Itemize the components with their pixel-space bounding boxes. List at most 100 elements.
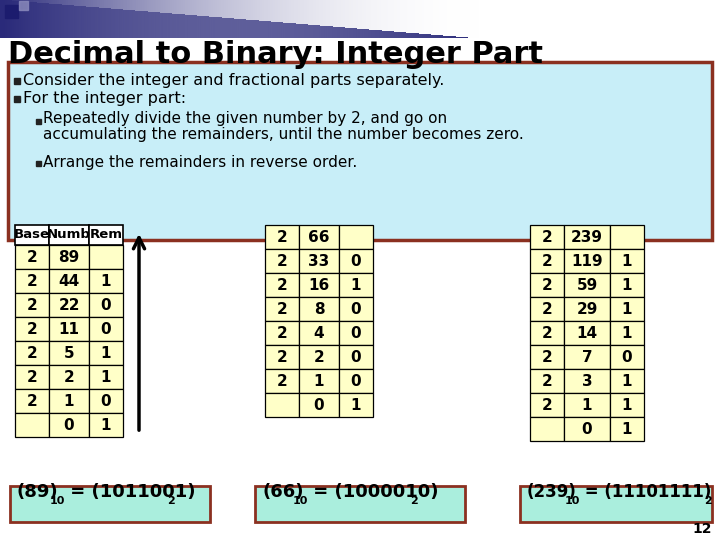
Bar (530, 345, 564, 369)
Bar (564, 297, 610, 321)
Bar (339, 369, 373, 393)
Text: 1: 1 (101, 346, 112, 361)
Bar (564, 273, 610, 297)
Bar (222, 17, 720, 18)
Bar (0, 20, 258, 21)
Text: Base: Base (14, 228, 50, 241)
Bar (89, 317, 123, 341)
Bar (564, 345, 610, 369)
Text: 2: 2 (27, 298, 37, 313)
Text: 2: 2 (276, 326, 287, 341)
Bar (15, 317, 49, 341)
Bar (15, 245, 49, 269)
Text: 1: 1 (314, 374, 324, 388)
Bar (0, 13, 172, 14)
Text: Repeatedly divide the given number by 2, and go on: Repeatedly divide the given number by 2,… (43, 111, 447, 126)
Text: (89): (89) (17, 483, 58, 501)
Bar (0, 9, 123, 10)
Bar (49, 317, 89, 341)
Text: 0: 0 (621, 349, 632, 364)
Bar (89, 245, 123, 269)
Bar (15, 389, 49, 413)
Bar (339, 273, 373, 297)
Text: 2: 2 (167, 496, 175, 506)
Text: accumulating the remainders, until the number becomes zero.: accumulating the remainders, until the n… (43, 127, 523, 143)
Text: 2: 2 (276, 278, 287, 293)
Text: 0: 0 (101, 298, 112, 313)
Text: 1: 1 (101, 273, 112, 288)
Text: 2: 2 (314, 349, 325, 364)
Bar (89, 341, 123, 365)
Bar (296, 23, 720, 24)
Bar (15, 293, 49, 317)
Bar (299, 249, 339, 273)
Text: 2: 2 (541, 230, 552, 245)
Bar (185, 14, 720, 15)
Bar (339, 393, 373, 417)
Bar (299, 345, 339, 369)
Text: 2: 2 (541, 301, 552, 316)
Bar (0, 26, 333, 27)
Bar (610, 297, 644, 321)
Bar (0, 11, 148, 12)
Text: 0: 0 (351, 301, 361, 316)
Text: 2: 2 (541, 278, 552, 293)
Bar (339, 225, 373, 249)
Bar (49, 341, 89, 365)
Text: 2: 2 (276, 349, 287, 364)
Bar (0, 2, 37, 3)
Text: 66: 66 (308, 230, 330, 245)
Bar (0, 0, 12, 1)
Bar (308, 24, 720, 25)
Text: 2: 2 (27, 394, 37, 408)
Text: 5: 5 (63, 346, 74, 361)
Bar (0, 24, 308, 25)
Text: Consider the integer and fractional parts separately.: Consider the integer and fractional part… (23, 73, 444, 89)
FancyBboxPatch shape (8, 62, 712, 240)
Bar (0, 16, 210, 17)
Bar (89, 365, 123, 389)
Bar (530, 225, 564, 249)
Bar (339, 321, 373, 345)
Text: 10: 10 (565, 496, 580, 506)
Bar (0, 7, 99, 8)
Bar (0, 4, 62, 5)
Bar (12, 0, 720, 1)
Bar (160, 12, 720, 13)
Text: 12: 12 (693, 522, 712, 536)
Bar (0, 5, 74, 6)
Bar (265, 393, 299, 417)
Text: 59: 59 (577, 278, 598, 293)
Text: 1: 1 (622, 301, 632, 316)
Bar (299, 393, 339, 417)
Text: 8: 8 (314, 301, 324, 316)
Bar (49, 225, 89, 245)
Text: 2: 2 (27, 249, 37, 265)
Bar (610, 321, 644, 345)
Bar (15, 341, 49, 365)
Bar (89, 225, 123, 245)
Bar (0, 21, 271, 22)
Bar (123, 9, 720, 10)
Text: 2: 2 (541, 253, 552, 268)
Bar (234, 18, 720, 19)
Bar (530, 393, 564, 417)
Bar (0, 8, 111, 9)
Bar (265, 225, 299, 249)
Text: 0: 0 (101, 394, 112, 408)
Bar (283, 22, 720, 23)
Text: Numb: Numb (47, 228, 91, 241)
Bar (265, 369, 299, 393)
Bar (610, 249, 644, 273)
Bar (333, 26, 720, 27)
Bar (0, 30, 382, 31)
Bar (0, 15, 197, 16)
Bar (320, 25, 720, 26)
Bar (246, 19, 720, 20)
Bar (89, 413, 123, 437)
Bar (49, 389, 89, 413)
Bar (135, 10, 720, 11)
Text: = (11101111): = (11101111) (579, 483, 711, 501)
Bar (530, 297, 564, 321)
Bar (99, 7, 720, 8)
